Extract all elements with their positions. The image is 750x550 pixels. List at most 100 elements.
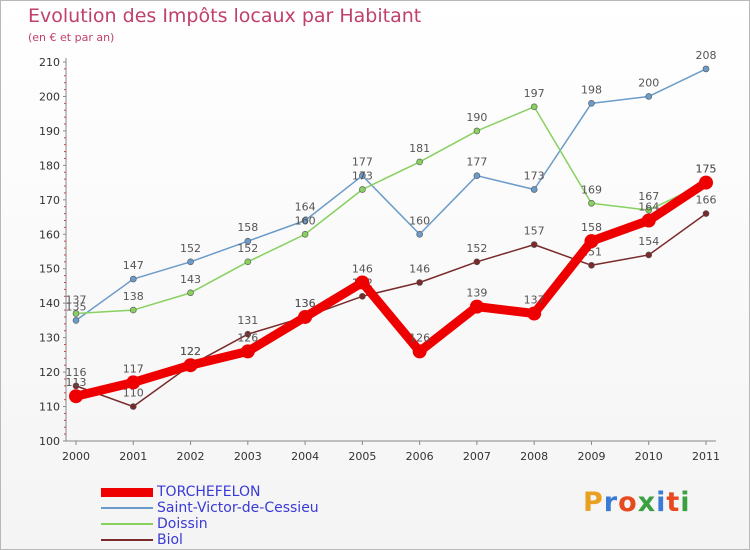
x-tick-label: 2008: [520, 450, 548, 463]
data-label: 117: [123, 362, 144, 375]
data-label: 137: [66, 294, 87, 307]
data-label: 197: [524, 87, 545, 100]
data-point: [469, 299, 484, 314]
logo-letter: P: [583, 487, 604, 518]
data-point: [72, 382, 80, 390]
data-point: [416, 279, 423, 286]
y-tick-label: 120: [39, 366, 60, 379]
y-tick-label: 200: [39, 90, 60, 103]
data-label: 113: [66, 376, 87, 389]
data-label: 160: [409, 214, 430, 227]
data-point: [126, 375, 141, 390]
chart-title: Evolution des Impôts locaux par Habitant: [28, 5, 422, 27]
data-point: [530, 186, 538, 193]
y-tick-label: 180: [39, 159, 60, 172]
legend-swatch: [101, 507, 153, 509]
legend-label: Doissin: [157, 516, 208, 532]
data-point: [588, 100, 595, 107]
y-tick-label: 210: [39, 56, 60, 69]
data-label: 139: [466, 287, 487, 300]
series-line-0: [71, 178, 711, 401]
data-point: [473, 258, 481, 266]
data-label: 157: [524, 225, 545, 238]
x-tick-label: 2000: [62, 450, 90, 463]
data-point: [244, 330, 252, 338]
legend: TORCHEFELON Saint-Victor-de-Cessieu Dois…: [101, 484, 319, 548]
data-label: 154: [638, 235, 659, 248]
data-point: [301, 217, 309, 224]
legend-item-saint-victor: Saint-Victor-de-Cessieu: [101, 500, 319, 516]
data-label: 175: [696, 163, 717, 176]
data-point: [129, 403, 137, 410]
data-point: [702, 65, 710, 73]
data-label: 122: [180, 345, 201, 358]
y-tick-label: 190: [39, 125, 60, 138]
data-label: 166: [696, 194, 717, 207]
data-label: 173: [524, 169, 545, 182]
data-point: [183, 358, 198, 373]
data-label: 146: [352, 263, 373, 276]
legend-label: Biol: [157, 532, 183, 548]
data-point: [359, 292, 366, 300]
data-label: 169: [581, 183, 602, 196]
y-tick-label: 140: [39, 297, 60, 310]
data-point: [645, 206, 653, 214]
data-label: 164: [295, 200, 316, 213]
data-point: [355, 275, 370, 290]
x-tick-label: 2005: [348, 450, 376, 463]
legend-label: TORCHEFELON: [157, 484, 261, 500]
data-label: 135: [66, 300, 87, 313]
data-point: [699, 175, 713, 190]
logo-letter: i: [656, 487, 667, 518]
data-label: 131: [237, 314, 258, 327]
logo-letter: r: [603, 487, 619, 518]
data-label: 126: [237, 331, 258, 344]
data-point: [473, 172, 481, 179]
data-point: [72, 310, 80, 317]
data-label: 146: [409, 263, 430, 276]
logo-letter: i: [680, 487, 691, 518]
data-label: 208: [696, 49, 717, 62]
data-label: 116: [66, 366, 87, 379]
series-line-1: [75, 68, 707, 322]
data-label: 143: [180, 273, 201, 286]
data-point: [416, 230, 423, 238]
data-point: [641, 213, 656, 228]
data-label: 122: [180, 345, 201, 358]
chart-subtitle: (en € et par an): [28, 31, 115, 44]
data-point: [416, 158, 423, 166]
data-point: [129, 306, 137, 314]
legend-item-biol: Biol: [101, 532, 319, 548]
legend-swatch: [101, 523, 153, 525]
data-label: 181: [409, 142, 430, 155]
data-label: 175: [696, 163, 717, 176]
x-tick-label: 2006: [406, 450, 434, 463]
data-point: [187, 258, 194, 266]
legend-label: Saint-Victor-de-Cessieu: [157, 500, 319, 516]
data-point: [530, 241, 538, 248]
x-tick-label: 2002: [177, 450, 205, 463]
data-point: [412, 344, 427, 359]
data-point: [69, 389, 83, 404]
data-label: 177: [466, 156, 487, 169]
logo-letter: x: [637, 487, 657, 518]
data-point: [645, 93, 653, 100]
data-point: [584, 234, 599, 249]
data-label: 198: [581, 83, 602, 96]
y-tick-label: 150: [39, 263, 60, 276]
data-label: 167: [638, 190, 659, 203]
y-tick-label: 100: [39, 435, 60, 448]
legend-swatch: [101, 487, 153, 497]
data-point: [645, 251, 653, 259]
data-label: 164: [638, 200, 659, 213]
data-label: 138: [123, 290, 144, 303]
data-point: [301, 230, 309, 238]
data-point: [527, 306, 542, 321]
legend-item-doissin: Doissin: [101, 516, 319, 532]
data-label: 126: [409, 331, 430, 344]
data-label: 158: [237, 221, 258, 234]
data-label: 137: [524, 294, 545, 307]
data-label: 173: [352, 169, 373, 182]
proxiti-logo: Proxiti: [583, 487, 691, 518]
